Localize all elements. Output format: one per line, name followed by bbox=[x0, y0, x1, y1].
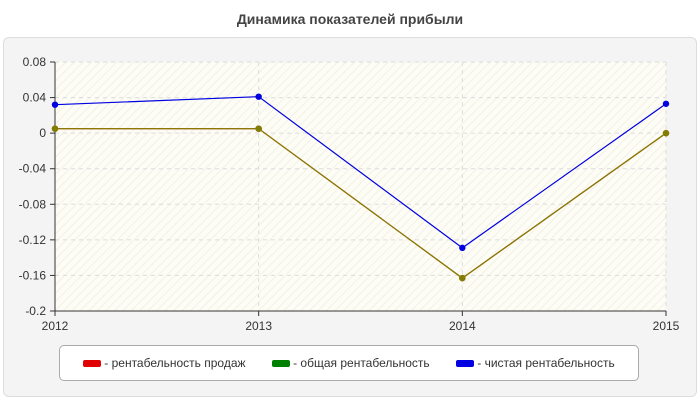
legend-label: - общая рентабельность bbox=[293, 356, 430, 370]
y-tick-label: 0 bbox=[39, 126, 46, 140]
legend-label: - рентабельность продаж bbox=[104, 356, 246, 370]
chart-title: Динамика показателей прибыли bbox=[236, 11, 464, 27]
y-tick-label: -0.2 bbox=[25, 304, 46, 318]
data-point bbox=[255, 93, 262, 100]
y-tick-label: -0.04 bbox=[19, 162, 47, 176]
data-point bbox=[51, 125, 59, 132]
series-line-2 bbox=[55, 128, 667, 279]
y-tick-label: 0.04 bbox=[23, 91, 47, 105]
legend-swatch bbox=[272, 359, 291, 367]
x-tick-label: 2015 bbox=[653, 319, 680, 333]
data-point bbox=[662, 100, 670, 107]
legend-label: - чистая рентабельность bbox=[477, 356, 615, 370]
legend-swatch bbox=[83, 359, 102, 367]
chart-legend: - рентабельность продаж - общая рентабел… bbox=[59, 345, 639, 381]
series-line-3 bbox=[54, 96, 667, 249]
data-point bbox=[255, 125, 262, 132]
legend-item: - общая рентабельность bbox=[272, 356, 430, 370]
legend-item: - рентабельность продаж bbox=[83, 356, 246, 370]
y-tick-label: 0.08 bbox=[23, 55, 47, 69]
data-point bbox=[459, 274, 466, 282]
data-point bbox=[459, 244, 466, 252]
x-tick-label: 2014 bbox=[449, 319, 476, 333]
y-tick-label: -0.16 bbox=[19, 268, 47, 282]
plot-area bbox=[55, 62, 666, 311]
y-tick-label: -0.12 bbox=[19, 233, 47, 247]
data-point bbox=[51, 101, 59, 108]
data-point bbox=[662, 129, 670, 137]
x-tick-label: 2013 bbox=[245, 319, 272, 333]
y-tick-label: -0.08 bbox=[19, 197, 47, 211]
x-tick-label: 2012 bbox=[42, 319, 69, 333]
legend-swatch bbox=[456, 359, 475, 367]
legend-item: - чистая рентабельность bbox=[456, 356, 615, 370]
